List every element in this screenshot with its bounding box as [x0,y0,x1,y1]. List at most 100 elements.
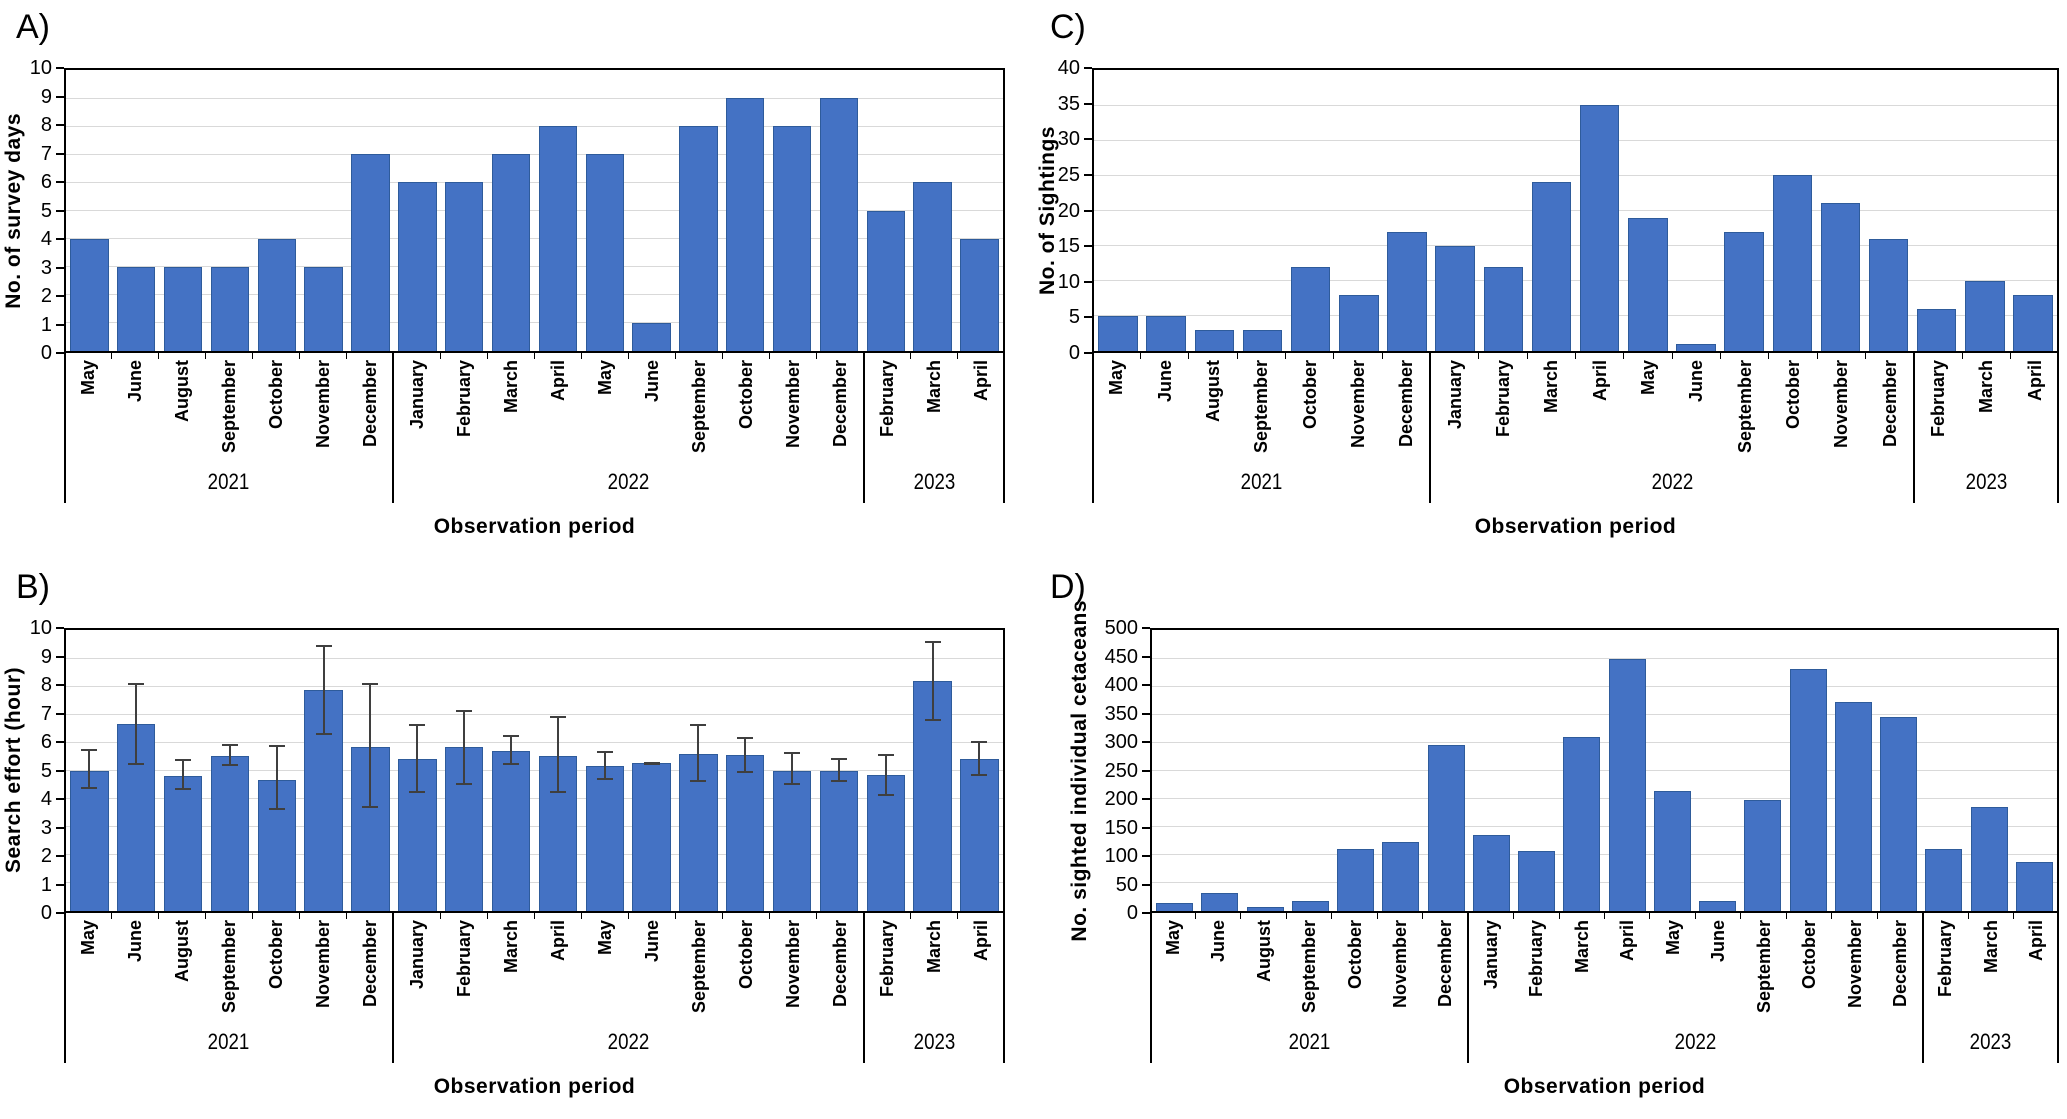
year-labels: 2021 2022 2023 [1092,461,2059,503]
y-tick-label: 8 [40,114,52,136]
year-text: 2022 [1651,469,1693,494]
y-tick-mark [1142,855,1150,857]
panel-b-search-effort-chart: B) Search effort (hour) 0 1 2 3 4 5 6 7 8 9 10 May… [0,560,1033,1119]
month-label: August [1202,360,1223,422]
bar-slot [1469,630,1514,911]
x-tick-mark [251,353,253,359]
x-tick-mark [2010,353,2012,359]
bar-slot [1378,630,1423,911]
bar-slot [909,630,956,911]
bar [351,154,390,351]
x-tick-mark [204,913,206,919]
bar [398,182,437,351]
bar [866,774,905,911]
bar-slot [1865,70,1913,351]
y-tick-label: 400 [1104,674,1138,696]
month-slot: November [1377,913,1422,1025]
month-label: June [124,360,145,403]
x-tick-mark [910,353,912,359]
error-bar [128,683,145,766]
month-label: November [1347,360,1368,449]
month-slot: February [1923,913,1968,1025]
gridline [66,238,1003,240]
year-divider [1467,913,1470,1063]
month-label: May [1662,920,1683,956]
bar-slot [1383,70,1431,351]
month-label: April [971,360,992,402]
bar [1579,105,1620,351]
y-tick-label: 3 [40,816,52,839]
bar [1834,701,1872,911]
bar-slot [66,630,113,911]
y-tick-label: 5 [1068,306,1080,329]
x-tick-mark [1865,353,1867,359]
x-tick-mark [628,353,630,359]
month-label: May [1162,920,1183,956]
month-label: February [877,920,898,998]
y-tick-label: 500 [1104,617,1138,639]
month-slot: November [299,353,346,465]
bar [632,763,671,911]
month-slot: September [1237,353,1285,465]
gridline [1152,882,2057,884]
y-tick-mark [1084,245,1092,248]
month-label: November [783,920,804,1009]
bar [70,770,109,911]
month-slot: October [1769,353,1817,465]
month-slot: October [1285,353,1333,465]
x-axis-area: May June August September October November Dec… [64,353,1005,509]
year-group-label: 2023 [1914,461,2059,503]
bar [1699,900,1737,911]
bar-slot [1695,630,1740,911]
month-slot: May [64,913,111,1025]
month-label: September [218,920,239,1014]
month-slot: December [346,353,393,465]
month-slot: August [158,353,205,465]
bar [960,759,999,911]
bar-slot [1152,630,1197,911]
month-slot: January [393,353,440,465]
y-tick-mark [1084,67,1092,69]
year-group-label: 2023 [864,461,1005,503]
x-tick-mark [157,913,159,919]
bar [1772,175,1812,351]
error-bar [268,745,285,810]
x-tick-mark [1376,913,1378,919]
bar [1194,329,1235,351]
gridline [66,713,1003,715]
bar [1789,669,1827,911]
bar-slot [1431,70,1479,351]
year-group-label: 2021 [1092,461,1430,503]
month-label: May [595,920,616,956]
month-slot: November [1817,353,1865,465]
month-label: May [1106,360,1127,396]
x-axis-title-c: Observation period [1474,515,1677,538]
month-slot: September [1720,353,1768,465]
y-tick-mark [56,798,64,800]
year-divider [862,913,865,1063]
bar-slot [1479,70,1527,351]
bar [1724,231,1764,351]
bar [679,126,718,351]
bar-slot [722,630,769,911]
gridline [66,294,1003,296]
x-axis-area: May June August September October November Dec… [1092,353,2059,509]
bar-slot [1967,630,2012,911]
error-bar [456,710,473,786]
error-bar [737,736,754,774]
month-slot: September [205,913,252,1025]
month-label: February [1935,920,1956,998]
bar [1676,343,1716,351]
month-label: April [547,920,568,962]
month-label: June [1208,920,1229,963]
x-tick-mark [1478,353,1480,359]
y-tick-label: 9 [40,85,52,108]
month-label: September [689,920,710,1014]
year-text: 2021 [207,1029,250,1054]
y-tick-mark [56,352,64,354]
month-slot: June [1140,353,1188,465]
y-tick-label: 15 [1057,235,1080,258]
month-slot: January [1430,353,1478,465]
month-label: January [406,920,427,990]
x-tick-mark [910,913,912,919]
